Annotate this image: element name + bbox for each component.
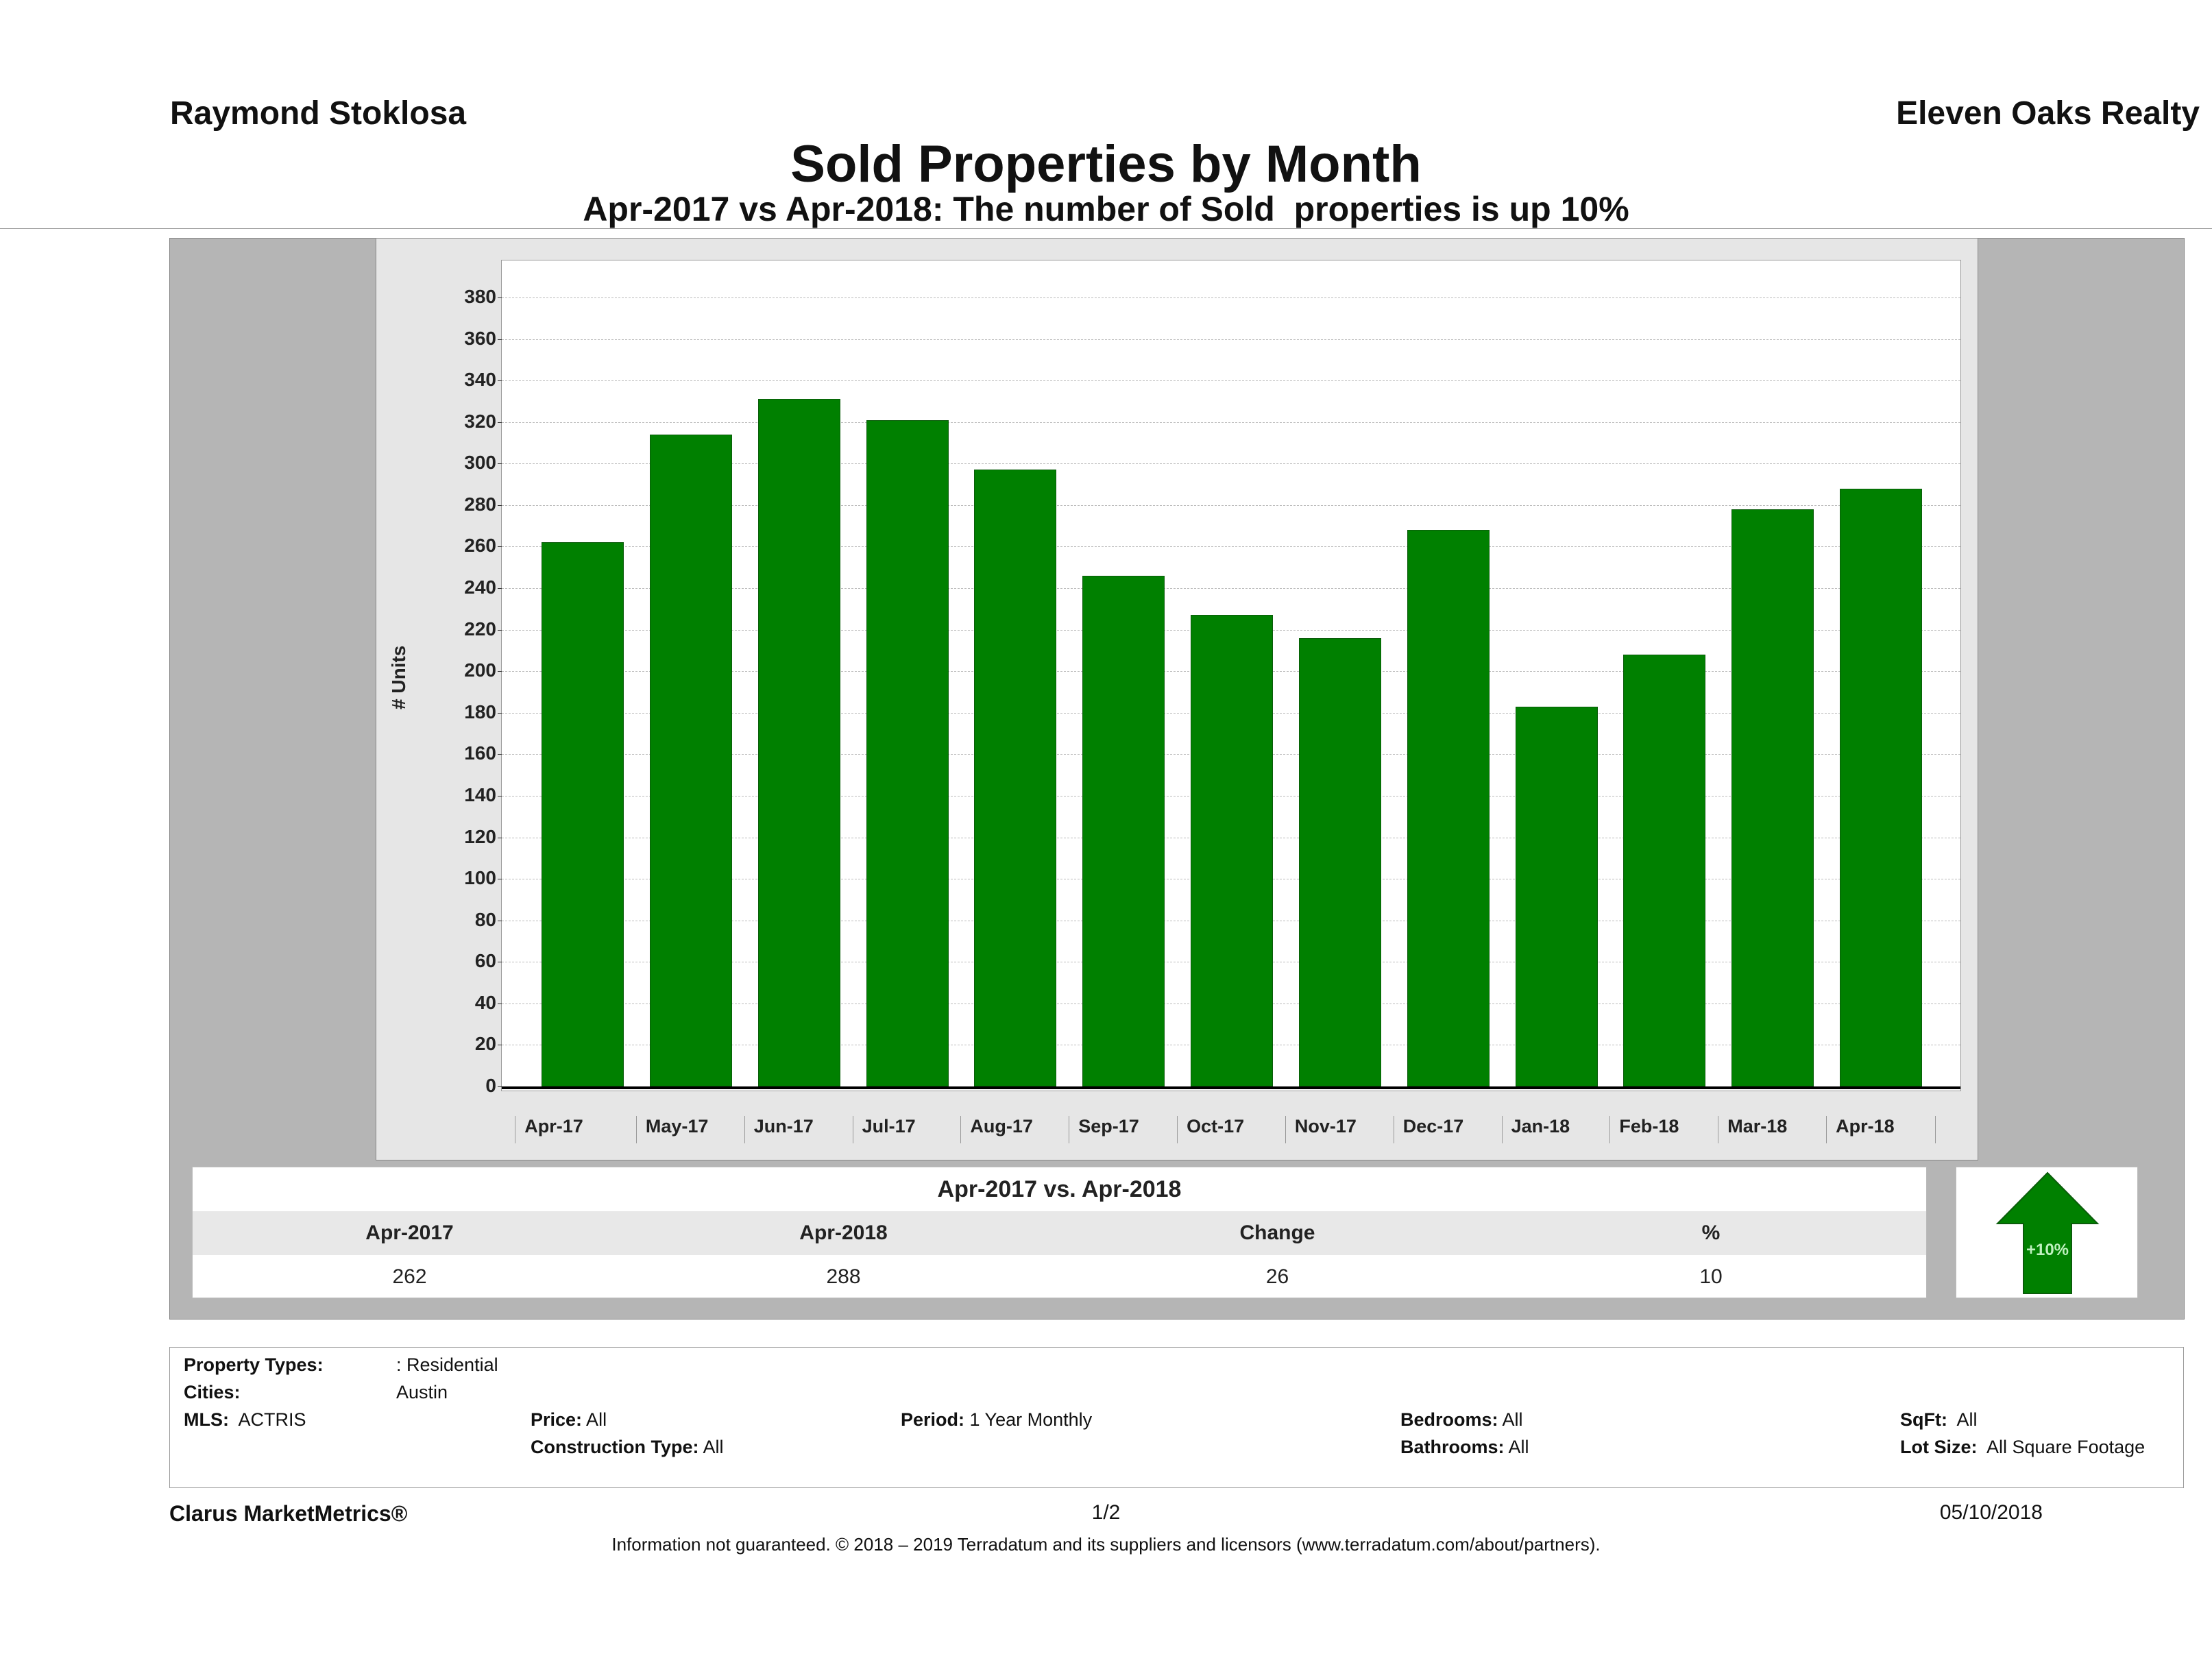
- svg-text:+10%: +10%: [2026, 1241, 2069, 1259]
